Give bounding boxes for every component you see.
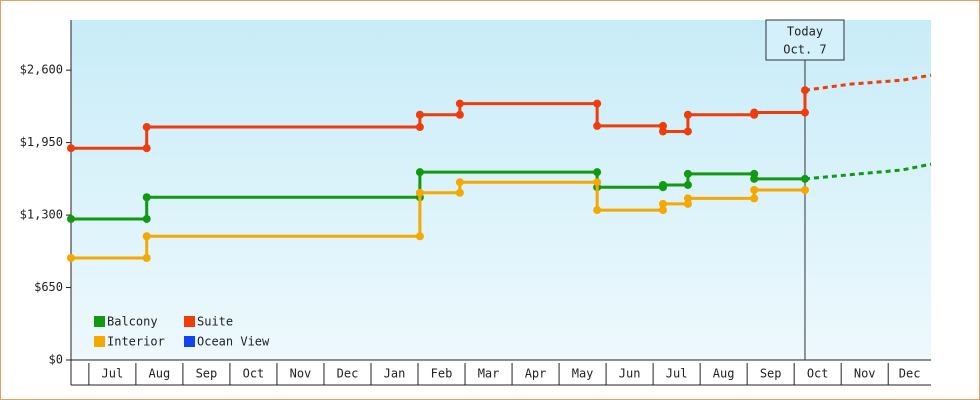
price-point [683, 169, 692, 178]
x-tick-label: Sep [196, 367, 218, 381]
x-tick-label: Dec [899, 367, 921, 381]
x-tick-label: Apr [525, 367, 547, 381]
legend-label: Suite [197, 315, 233, 329]
price-point [658, 180, 667, 189]
price-point [415, 168, 424, 177]
price-point [455, 99, 464, 108]
x-tick-label: Nov [290, 367, 312, 381]
legend-swatch [94, 336, 105, 347]
legend-label: Interior [107, 335, 165, 349]
x-tick-label: Oct [243, 367, 265, 381]
price-point [415, 110, 424, 119]
price-point [142, 232, 151, 241]
price-line [71, 170, 805, 221]
x-tick-label: Mar [478, 367, 500, 381]
price-point [800, 86, 809, 95]
price-point [415, 188, 424, 197]
price-point [800, 108, 809, 117]
price-line [71, 180, 805, 260]
x-tick-label: Jan [384, 367, 406, 381]
price-point [415, 123, 424, 132]
price-point [800, 174, 809, 183]
x-tick-label: Nov [854, 367, 876, 381]
y-tick-label: $2,600 [20, 63, 63, 77]
today-date: Oct. 7 [783, 43, 826, 57]
price-point [593, 99, 602, 108]
price-point [658, 127, 667, 136]
x-tick-label: Jul [102, 367, 124, 381]
y-tick-label: $1,950 [20, 135, 63, 149]
x-tick-label: Dec [337, 367, 359, 381]
price-point [593, 206, 602, 215]
price-point [683, 194, 692, 203]
price-point [683, 199, 692, 208]
price-point [658, 199, 667, 208]
price-point [142, 123, 151, 132]
x-tick-label: Jul [666, 367, 688, 381]
price-point [683, 110, 692, 119]
forecast-line [804, 162, 932, 181]
y-tick-label: $1,300 [20, 208, 63, 222]
x-tick-label: Oct [807, 367, 829, 381]
x-tick-label: Aug [713, 367, 735, 381]
price-point [593, 121, 602, 130]
x-tick-label: Sep [760, 367, 782, 381]
x-tick-label: Jun [619, 367, 641, 381]
price-point [142, 193, 151, 202]
price-point [683, 180, 692, 189]
y-tick-label: $0 [49, 353, 63, 367]
price-point [800, 186, 809, 194]
price-point [455, 110, 464, 119]
price-point [658, 206, 667, 215]
price-point [67, 254, 75, 262]
legend-label: Ocean View [197, 335, 270, 349]
legend-label: Balcony [107, 315, 158, 329]
price-point [593, 178, 602, 187]
price-point [67, 144, 75, 153]
x-tick-label: Feb [431, 367, 453, 381]
price-point [142, 144, 151, 153]
today-label: Today [787, 25, 823, 39]
price-point [750, 174, 759, 183]
price-point [750, 108, 759, 117]
legend-swatch [184, 336, 195, 347]
price-point [683, 127, 692, 136]
forecast-line [804, 73, 932, 92]
x-tick-label: Aug [149, 367, 171, 381]
price-point [593, 168, 602, 177]
price-point [750, 194, 759, 203]
price-point [142, 214, 151, 223]
today-box [765, 19, 845, 61]
price-point [415, 232, 424, 241]
y-tick-label: $650 [34, 280, 63, 294]
legend-swatch [184, 316, 195, 327]
x-tick-label: May [572, 367, 594, 381]
price-point [142, 254, 151, 262]
price-point [67, 214, 75, 223]
price-point [455, 178, 464, 187]
legend-swatch [94, 316, 105, 327]
price-point [658, 121, 667, 130]
price-point [455, 188, 464, 197]
price-point [750, 186, 759, 194]
